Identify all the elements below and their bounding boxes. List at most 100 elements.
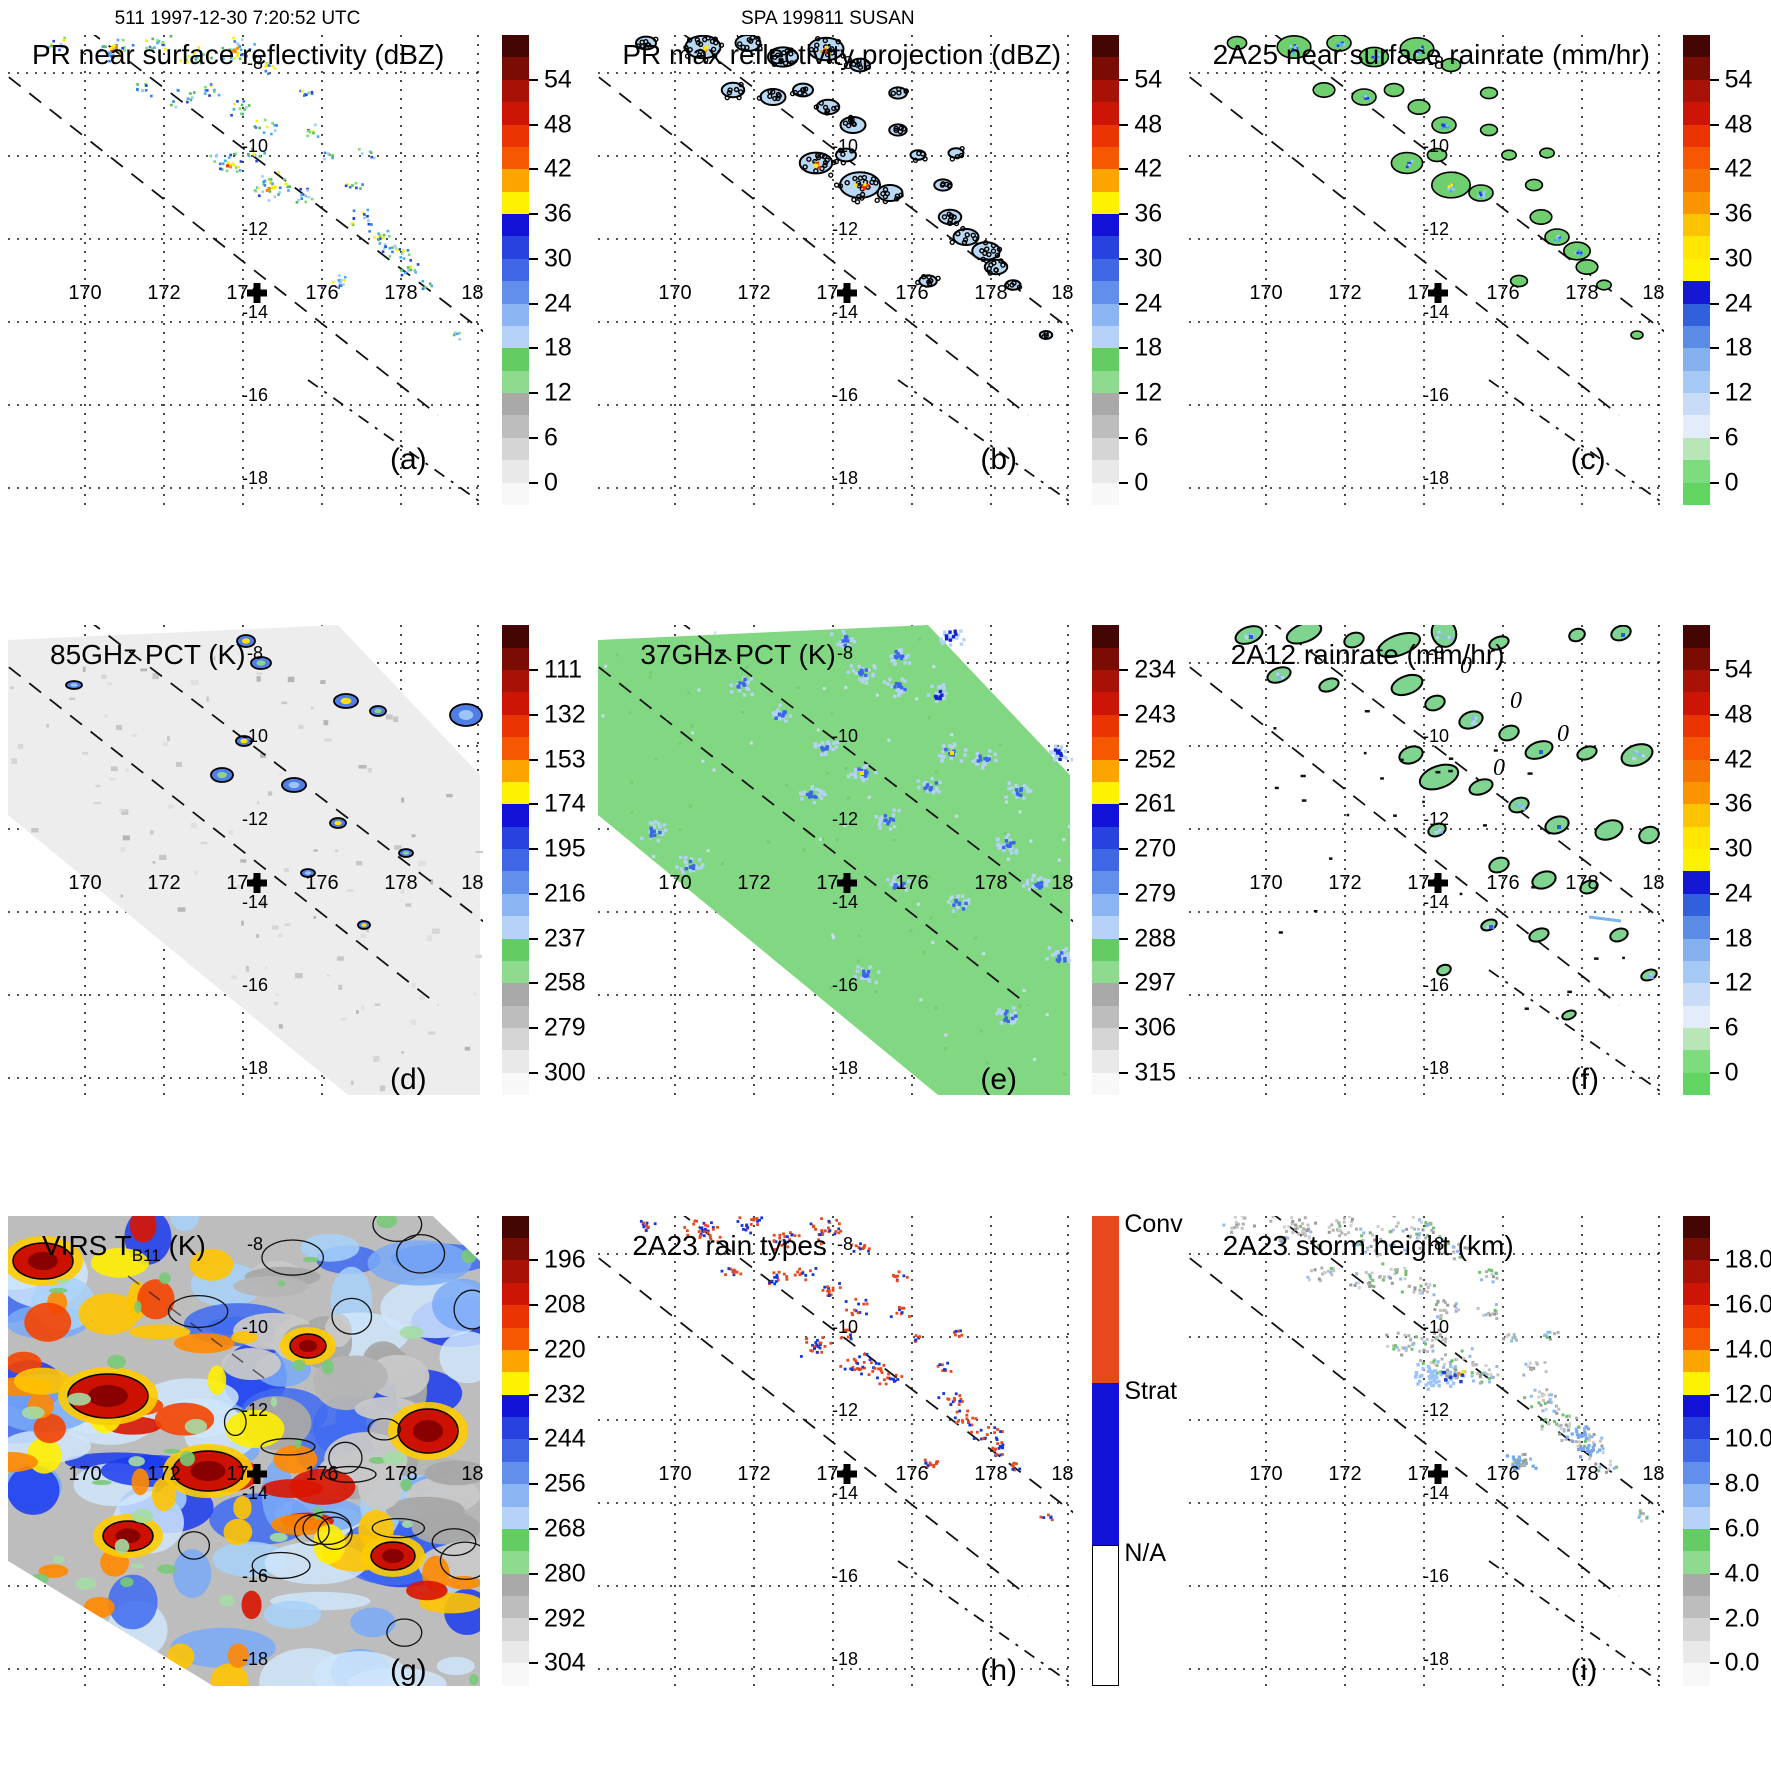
lat-label: -18 — [1423, 1649, 1449, 1669]
lon-label: 178 — [1565, 872, 1598, 894]
colorbar-tick — [1709, 481, 1719, 484]
colorbar-tick-label: 279 — [1134, 879, 1177, 908]
colorbar-tick — [1709, 123, 1719, 126]
colorbar-tick — [1119, 848, 1129, 851]
colorbar-tick — [1709, 803, 1719, 806]
map-plot: 170 172 174 176 178 180 -8 -10 -12 -14 -16 -18 PR n… — [8, 35, 483, 505]
panel-title: 2A23 storm height (km) — [1222, 1229, 1514, 1261]
colorbar-tick — [1119, 213, 1129, 216]
colorbar-tick-label: 12 — [1134, 378, 1163, 407]
map-f: 0 0 0 0 170 172 174 176 178 180 -8 -10 -12 -14 -16 -18 — [1188, 625, 1664, 1096]
lat-label: -16 — [1423, 1566, 1449, 1586]
colorbar-tick — [529, 1027, 538, 1030]
colorbar-tick — [529, 1071, 538, 1074]
lon-label: 180 — [461, 872, 483, 894]
map-d: 170 172 174 176 178 180 -8 -10 -12 -14 -16 -18 — [8, 625, 483, 1096]
lon-label: 176 — [896, 282, 929, 304]
colorbar-tick — [1709, 713, 1719, 716]
colorbar: 111 132 153 174 195 216 237 258 279 300 — [502, 625, 586, 1096]
colorbar-tick-label: 111 — [544, 655, 583, 684]
colorbar-tick-label: 288 — [1134, 924, 1177, 953]
map-a: 170 172 174 176 178 180 -8 -10 -12 -14 -16 -18 — [8, 35, 483, 505]
panel-title: PR near surface reflectivity (dBZ) — [32, 39, 445, 70]
panel-f: 0000170172174176178180-8-10-12-14-16-18 … — [1181, 590, 1771, 1180]
panel-letter: (f) — [1570, 1063, 1599, 1097]
colorbar-tick — [1709, 1071, 1719, 1074]
panel-letter: (g) — [390, 1653, 427, 1687]
panel-header: 511 1997-12-30 7:20:52 UTC — [114, 8, 361, 29]
colorbar-tick — [529, 937, 538, 940]
colorbar-tick — [529, 669, 538, 672]
map-plot: 170 172 174 176 178 180 -8 -10 -12 -14 -16 -18 2A23… — [598, 1215, 1074, 1687]
colorbar-tick-label: 4.0 — [1724, 1559, 1760, 1588]
lon-label: 180 — [1642, 1463, 1664, 1485]
lon-label: 180 — [461, 282, 483, 304]
lat-label: -18 — [832, 1649, 858, 1669]
colorbar-tick — [529, 758, 538, 761]
colorbar-tick-label: 36 — [1724, 199, 1753, 228]
colorbar-tick-label: 36 — [544, 199, 572, 228]
lon-label: 174 — [1407, 282, 1440, 304]
colorbar-tick-label: 280 — [544, 1559, 586, 1588]
lon-label: 170 — [659, 282, 692, 304]
lon-label: 178 — [975, 1463, 1008, 1485]
lat-label: -8 — [1428, 643, 1444, 663]
colorbar: 196 208 220 232 244 256 268 280 292 304 — [502, 1215, 586, 1686]
lat-label: -14 — [1423, 302, 1449, 322]
colorbar-tick-label: 54 — [1724, 65, 1753, 94]
lon-label: 180 — [461, 1463, 483, 1485]
lat-label: -8 — [837, 1234, 853, 1254]
lon-label: 172 — [738, 872, 771, 894]
colorbar-tick-label: 216 — [544, 879, 586, 908]
lat-label: -10 — [832, 1317, 858, 1337]
colorbar-tick-label: 30 — [1134, 244, 1163, 273]
colorbar-tick-label: 24 — [544, 289, 572, 318]
lat-label: -16 — [832, 975, 858, 995]
colorbar-tick — [1709, 1662, 1719, 1665]
colorbar-bar — [502, 35, 529, 505]
lat-label: -10 — [242, 1317, 268, 1337]
lat-label: -16 — [1423, 385, 1449, 405]
lat-label: -12 — [1423, 219, 1449, 239]
map-g: 170 172 174 176 178 180 -8 -10 -12 -14 -16 -18 — [8, 1215, 483, 1686]
colorbar-tick — [529, 713, 538, 716]
colorbar-tick-label: 220 — [544, 1335, 586, 1364]
lat-label: -12 — [832, 809, 858, 829]
colorbar-tick-label: 48 — [1134, 110, 1163, 139]
colorbar-tick-label: 54 — [1134, 65, 1163, 94]
colorbar-tick-label: 6 — [544, 423, 558, 452]
lon-label: 176 — [305, 872, 338, 894]
colorbar-tick — [1709, 436, 1719, 439]
colorbar-tick — [1119, 713, 1129, 716]
lon-label: 176 — [1486, 282, 1519, 304]
lat-label: -16 — [242, 385, 268, 405]
lon-label: 178 — [1565, 282, 1598, 304]
lon-label: 172 — [147, 1463, 180, 1485]
panel-header: SPA 199811 SUSAN — [741, 8, 915, 29]
lat-label: -18 — [242, 468, 268, 488]
colorbar-tick — [529, 392, 538, 395]
colorbar-tick — [1709, 1304, 1719, 1307]
lon-label: 174 — [1407, 1463, 1440, 1485]
lat-label: -18 — [1423, 468, 1449, 488]
lat-label: -18 — [242, 1649, 268, 1669]
panel-title: 2A12 rainrate (mm/hr) — [1230, 639, 1505, 671]
lat-label: -16 — [832, 1566, 858, 1586]
colorbar-tick — [1709, 168, 1719, 171]
colorbar-tick-label: 300 — [544, 1058, 586, 1087]
colorbar-tick-label: 48 — [544, 110, 572, 139]
colorbar-tick — [1709, 78, 1719, 81]
colorbar-tick — [1709, 1259, 1719, 1262]
colorbar-tick-label: 292 — [544, 1604, 586, 1632]
lon-label: 176 — [305, 1463, 338, 1485]
colorbar-tick-label: 42 — [1724, 745, 1753, 774]
lon-label: 174 — [817, 1463, 850, 1485]
colorbar-tick — [529, 347, 538, 350]
lat-label: -8 — [247, 1234, 263, 1254]
colorbar-tick-label: 306 — [1134, 1013, 1177, 1042]
colorbar-tick — [1119, 123, 1129, 126]
colorbar-tick-label: 6 — [1724, 423, 1739, 452]
colorbar-tick — [529, 1393, 538, 1396]
lon-label: 172 — [147, 872, 180, 894]
colorbar-tick — [529, 1259, 538, 1262]
